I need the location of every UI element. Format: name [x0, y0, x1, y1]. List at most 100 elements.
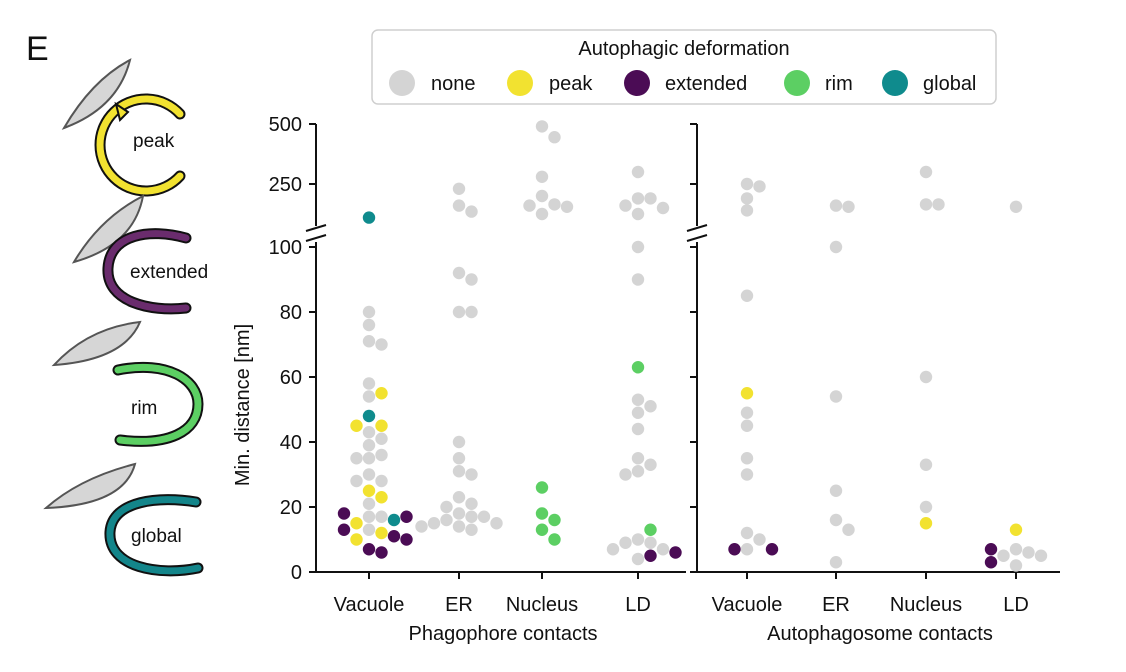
schematic-global-label: global: [131, 526, 182, 547]
data-point-none: [631, 533, 645, 546]
legend-entry-rim: rim: [784, 70, 853, 96]
x-tick-label: Nucleus: [890, 594, 962, 616]
data-point-extended: [362, 543, 376, 556]
data-point-peak: [375, 491, 388, 504]
phagophore-axis-break-mark: [305, 234, 327, 242]
data-point-none: [619, 199, 632, 212]
data-point-none: [644, 192, 657, 205]
legend-label-global: global: [923, 73, 976, 95]
data-point-none: [452, 520, 466, 533]
data-point-extended: [387, 530, 401, 543]
data-point-none: [997, 549, 1010, 562]
data-point-none: [656, 201, 670, 215]
data-point-none: [535, 189, 549, 203]
data-point-none: [740, 468, 754, 481]
data-point-none: [740, 177, 754, 191]
data-point-none: [1009, 543, 1023, 556]
data-point-none: [362, 523, 376, 536]
data-point-extended: [337, 507, 351, 520]
schematic-rim-organelle: [51, 320, 142, 367]
y-tick-label: 40: [280, 432, 302, 454]
data-point-none: [523, 199, 536, 212]
data-point-none: [452, 182, 466, 195]
data-point-none: [740, 204, 754, 217]
schematic-peak-tip: [114, 101, 130, 122]
data-point-none: [740, 406, 754, 419]
data-point-none: [548, 131, 561, 144]
data-point-none: [644, 536, 657, 549]
legend-title: Autophagic deformation: [578, 38, 789, 60]
data-point-none: [465, 468, 478, 481]
data-point-none: [490, 517, 503, 530]
data-point-peak: [375, 419, 388, 432]
data-point-none: [631, 240, 645, 254]
data-point-none: [1009, 559, 1023, 572]
axis-ticks: 0 20 40 60 80 100 250 500 Vacuole ER Nucleus LD Vacu…: [269, 114, 1029, 616]
schematic-peak-label: peak: [133, 131, 175, 152]
y-tick-label: 60: [280, 367, 302, 389]
schematic-rim: rim: [51, 320, 204, 447]
x-tick-label: Nucleus: [506, 594, 578, 616]
data-point-none: [631, 273, 645, 286]
data-point-none: [740, 452, 754, 465]
data-point-none: [362, 439, 376, 452]
data-point-none: [375, 474, 388, 488]
schematic-peak-organelle: [61, 58, 132, 130]
phagophore-x-axis-title: Phagophore contacts: [408, 623, 597, 645]
legend: Autophagic deformation none peak extende…: [371, 29, 997, 105]
y-tick-label: 0: [291, 562, 302, 584]
data-point-none: [619, 468, 632, 481]
legend-marker-peak: [507, 70, 533, 96]
schematic-extended-label: extended: [130, 262, 208, 283]
data-point-extended: [337, 523, 351, 536]
data-point-rim: [535, 481, 549, 494]
data-point-none: [375, 510, 388, 523]
data-point-none: [452, 305, 466, 319]
data-point-rim: [548, 533, 561, 546]
data-point-none: [740, 419, 754, 432]
data-point-none: [644, 458, 657, 471]
data-point-none: [477, 510, 491, 523]
data-point-none: [362, 468, 376, 481]
data-point-none: [919, 198, 933, 211]
data-point-none: [452, 199, 466, 212]
data-point-none: [362, 305, 376, 319]
data-point-extended: [984, 543, 998, 556]
data-point-global: [362, 409, 376, 423]
data-point-none: [452, 266, 466, 280]
data-point-none: [362, 426, 376, 439]
data-point-none: [740, 192, 754, 205]
legend-entry-global: global: [882, 70, 976, 96]
autophagosome-axes: Autophagosome contacts: [686, 124, 1060, 645]
y-tick-label: 500: [269, 114, 302, 136]
data-point-none: [740, 526, 754, 540]
legend-marker-extended: [624, 70, 650, 96]
legend-label-rim: rim: [825, 73, 853, 95]
data-point-global: [387, 513, 401, 527]
phagophore-axes: Phagophore contacts Min. distance [nm]: [232, 124, 686, 645]
data-point-rim: [535, 523, 549, 536]
data-point-none: [842, 523, 855, 536]
legend-entry-extended: extended: [624, 70, 747, 96]
data-point-none: [829, 390, 843, 403]
data-point-none: [535, 207, 549, 221]
data-point-none: [753, 533, 766, 546]
y-axis-title: Min. distance [nm]: [232, 324, 254, 486]
autophagosome-x-axis-title: Autophagosome contacts: [767, 623, 993, 645]
data-point-none: [829, 556, 843, 569]
data-point-none: [631, 465, 645, 478]
data-point-none: [919, 500, 933, 514]
data-point-none: [362, 335, 376, 348]
data-point-peak: [375, 526, 388, 540]
data-point-peak: [1009, 523, 1023, 536]
data-point-extended: [984, 556, 998, 569]
data-point-none: [753, 180, 766, 193]
data-point-none: [465, 510, 478, 523]
data-point-none: [440, 500, 453, 514]
legend-marker-rim: [784, 70, 810, 96]
data-point-peak: [740, 387, 754, 400]
schematic-global-membrane-fill: [106, 496, 202, 575]
data-point-none: [560, 200, 574, 213]
data-point-extended: [669, 546, 682, 559]
